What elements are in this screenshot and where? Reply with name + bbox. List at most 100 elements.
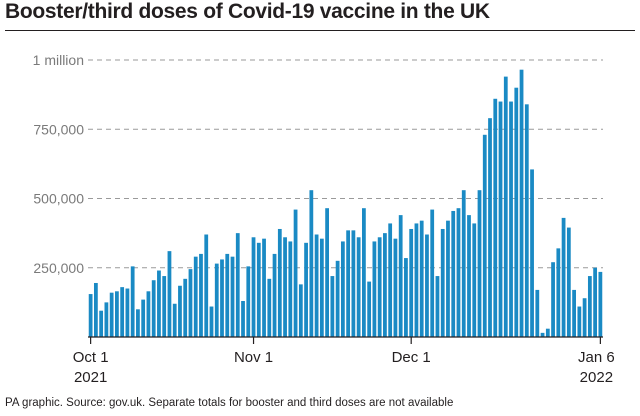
source-note: PA graphic. Source: gov.uk. Separate tot… [5,397,454,409]
bar [503,76,508,338]
x-tick-year-label: 2021 [74,369,107,386]
bar [272,253,277,337]
bar-chart: 250,000 500,000 750,000 1 million Oct 1 2021… [33,52,615,386]
bar [409,228,414,337]
bar [351,230,356,337]
bar [319,238,324,337]
bar [493,98,498,337]
bar [262,238,266,337]
bar [99,310,104,337]
bar [283,237,287,337]
bar [230,256,235,337]
bar [582,298,587,337]
x-tick-label: Oct 1 [73,349,109,366]
bar [556,248,561,337]
bar [514,87,519,337]
x-axis-ticks: Oct 1 2021 Nov 1 Dec 1 Jan 6 2022 [73,337,615,386]
bar [519,69,524,337]
x-tick-label: Dec 1 [392,349,431,366]
x-tick-year-label: 2022 [580,369,613,386]
bar [467,215,471,337]
bar [183,278,188,337]
bar [367,281,372,337]
bar [540,332,545,337]
bar [304,242,308,337]
bar [577,306,582,337]
bar [267,278,272,337]
bar [220,259,224,337]
bar [136,309,140,337]
bar [530,169,534,337]
bar [561,217,566,337]
bar [440,228,445,337]
bar [204,234,209,337]
bar [383,233,387,338]
bar [199,253,203,337]
bar [535,289,540,337]
bar [246,266,251,337]
bar [330,276,335,337]
bar [566,227,571,337]
bar [115,291,119,337]
bar [477,190,482,337]
bar [209,306,214,337]
bar [509,101,513,337]
bar [461,190,466,337]
bar [256,242,261,337]
bar [335,260,340,337]
bar [188,269,193,337]
bar [178,285,182,337]
bar [151,280,156,337]
bar [498,101,503,337]
bar [88,294,93,337]
bar [472,223,477,337]
bar [388,223,393,337]
bar [141,299,146,337]
bar [277,228,282,337]
bar [325,208,329,337]
bar [193,256,198,337]
bar [346,230,351,337]
bar [446,220,450,337]
bar [593,267,598,337]
bars [88,69,603,338]
y-tick-label: 250,000 [33,260,84,276]
bar [214,263,219,337]
bar [225,253,230,337]
x-tick-label: Nov 1 [234,349,273,366]
bar [572,289,576,337]
bar [404,258,408,337]
bar [524,104,529,337]
bar [451,210,456,337]
bar [309,190,314,337]
bar [251,237,256,337]
bar [93,282,98,337]
bar [109,292,114,337]
bar [172,303,177,337]
bar [298,284,303,337]
bar [488,118,492,337]
bar [340,241,345,337]
bar [120,287,125,337]
chart-title: Booster/third doses of Covid-19 vaccine … [5,0,490,23]
y-tick-label: 1 million [33,52,84,68]
bar [456,208,461,337]
bar [104,302,109,338]
bar [146,291,151,337]
bar [241,300,245,337]
bar [482,134,487,337]
bar [398,215,403,337]
bar [162,276,167,337]
bar [587,276,592,337]
bar [393,238,398,337]
bar [314,234,319,337]
bar [362,208,366,337]
y-axis-labels: 250,000 500,000 750,000 1 million [33,52,85,276]
bar [157,270,161,337]
bar [598,271,603,337]
bar [288,241,293,337]
y-tick-label: 500,000 [33,191,84,207]
bar [125,288,130,337]
bar [130,266,135,337]
gridlines [88,59,603,269]
